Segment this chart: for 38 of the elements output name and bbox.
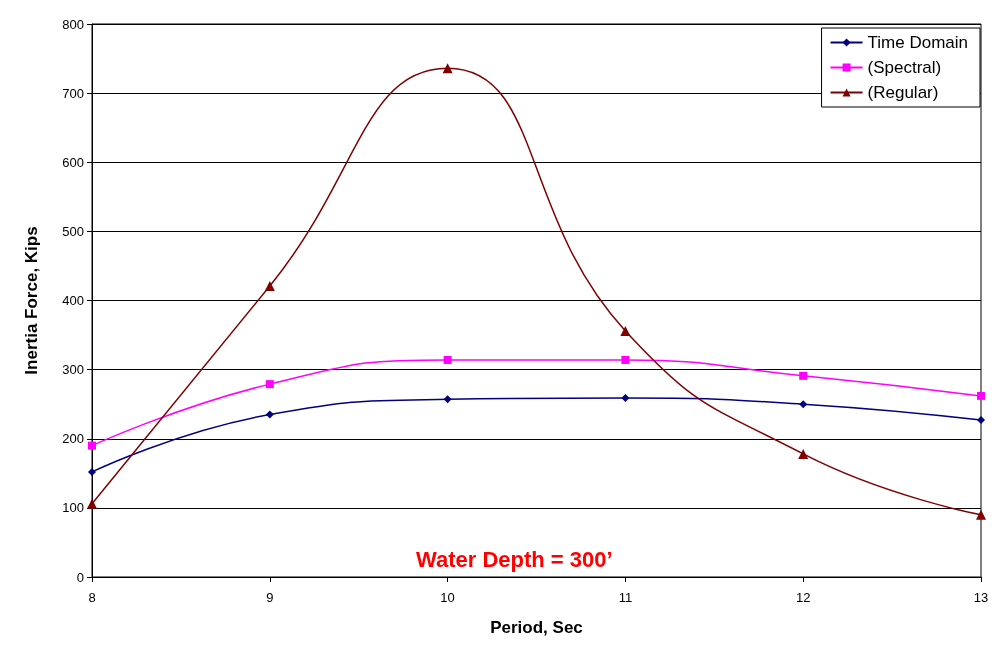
legend-label: Time Domain: [867, 33, 969, 52]
y-tick-label: 300: [62, 362, 84, 378]
point: [443, 355, 452, 364]
y-tick-label: 600: [62, 154, 84, 170]
point: [799, 371, 808, 380]
point: [265, 380, 274, 389]
y-tick-label: 800: [62, 16, 84, 32]
point: [621, 393, 630, 402]
point: [976, 509, 986, 520]
x-tick-label: 12: [795, 590, 811, 605]
x-tick-label: 10: [440, 590, 455, 605]
y-axis-title: Inertia Force, Kips: [22, 226, 41, 375]
point: [443, 395, 452, 404]
y-tick-label: 200: [62, 431, 84, 447]
point: [87, 498, 97, 509]
annotation: Water Depth = 300’: [416, 546, 613, 572]
point: [442, 63, 453, 74]
y-tick-label: 0: [76, 569, 84, 585]
point: [620, 325, 631, 336]
x-axis-title: Period, Sec: [490, 618, 583, 637]
x-tick-label: 11: [618, 590, 633, 605]
y-tick-label: 100: [62, 500, 84, 516]
point: [264, 280, 275, 291]
point: [265, 410, 274, 419]
x-tick-label: 8: [88, 590, 96, 605]
point: [798, 448, 809, 459]
y-tick-label: 700: [62, 85, 84, 101]
x-tick-label: 9: [266, 590, 274, 605]
legend-label: (Regular): [867, 83, 939, 102]
point: [977, 391, 985, 400]
y-tick-label: 400: [62, 293, 84, 308]
y-tick-label: 500: [62, 223, 84, 239]
point: [977, 416, 985, 425]
point: [621, 355, 630, 364]
point: [799, 400, 808, 409]
legend-label: (Spectral): [867, 58, 942, 77]
point: [88, 467, 96, 476]
x-tick-label: 13: [973, 590, 989, 605]
